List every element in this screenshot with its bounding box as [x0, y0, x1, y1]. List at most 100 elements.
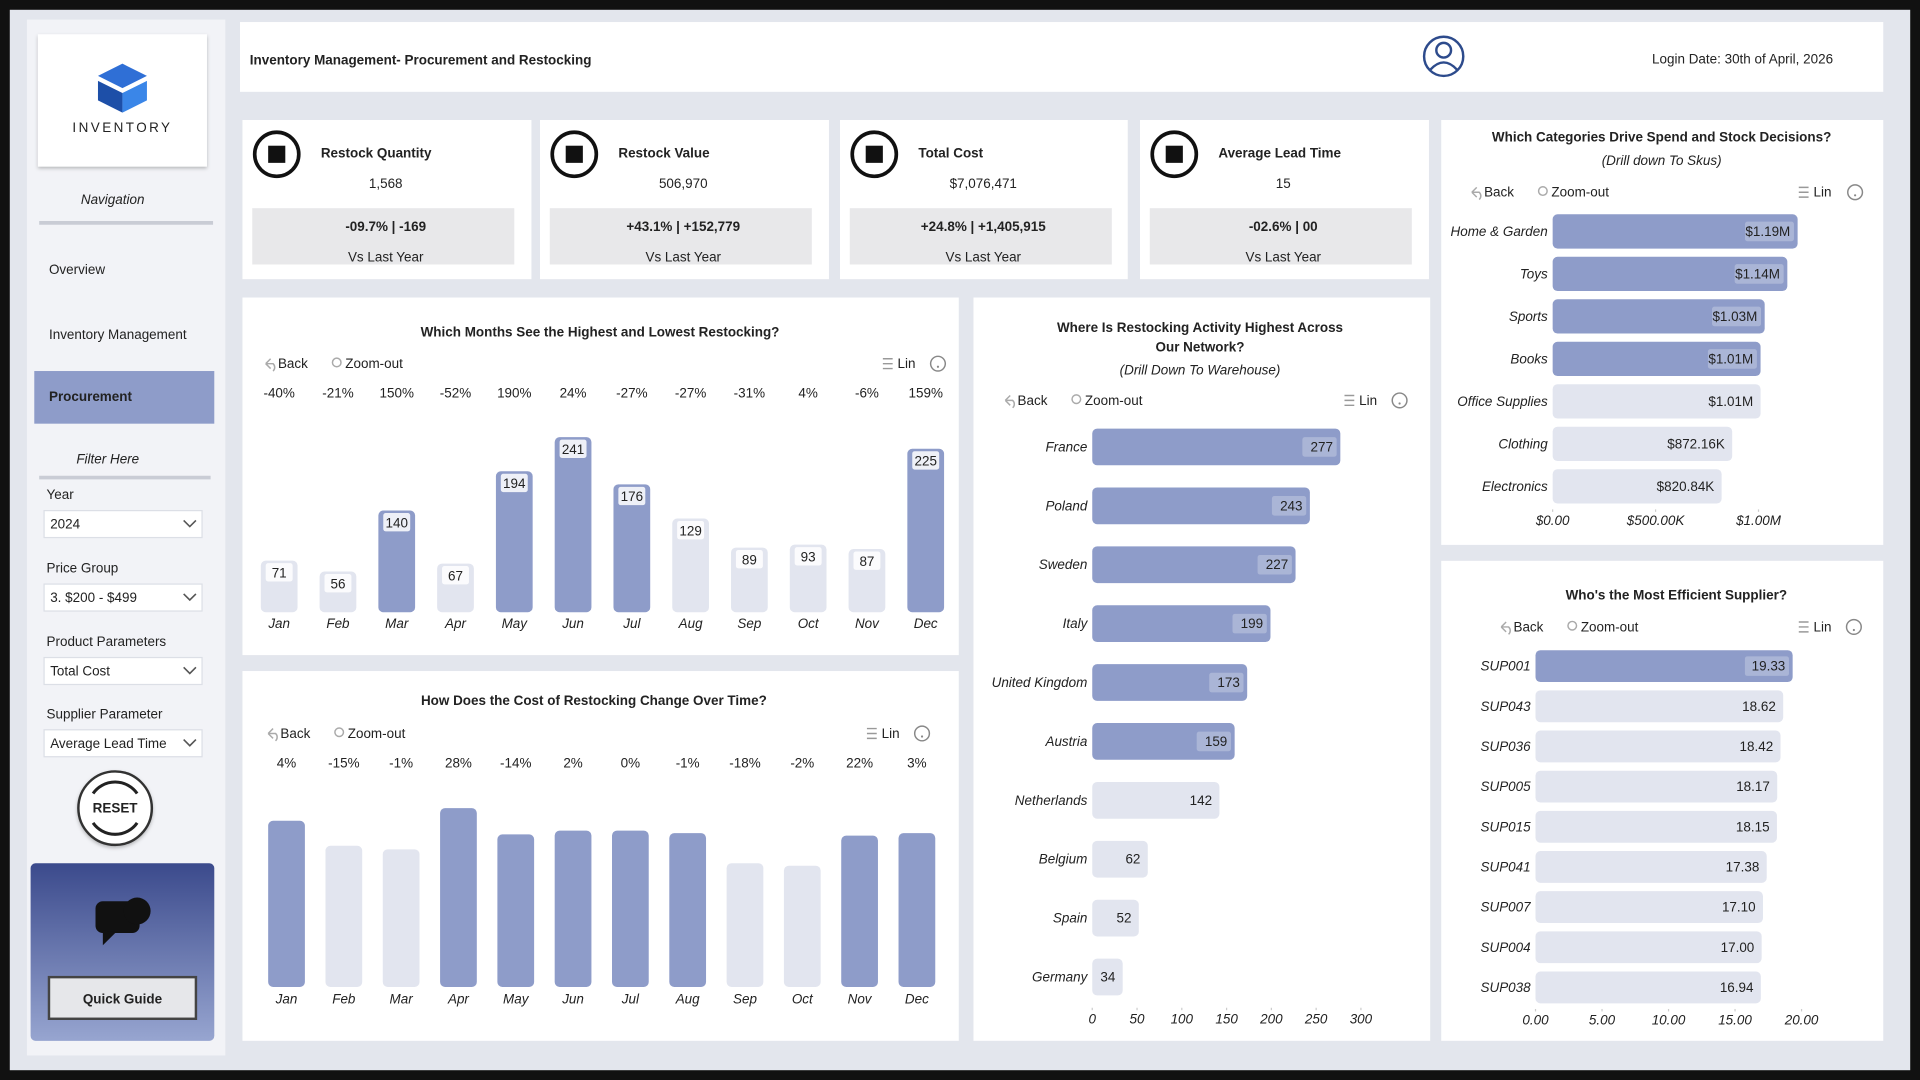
kpi-icon-core	[1165, 145, 1183, 163]
bar-label: 16.94	[1720, 980, 1754, 995]
nav-item[interactable]: Procurement	[49, 389, 133, 404]
quick-guide-button[interactable]	[47, 975, 198, 1020]
bar-label: 87	[859, 554, 874, 569]
y-tick-label: Office Supplies	[1457, 394, 1548, 409]
zoom-out-button[interactable]: Zoom-out	[345, 356, 403, 371]
change-label: 4%	[798, 386, 817, 401]
change-label: -1%	[389, 755, 413, 770]
kpi-change: -02.6% | 00	[1249, 219, 1318, 234]
kpi-value: 506,970	[659, 176, 708, 191]
chart-title: Which Categories Drive Spend and Stock D…	[1492, 130, 1831, 145]
change-label: 24%	[560, 386, 587, 401]
zoom-out-button[interactable]: Zoom-out	[1085, 393, 1143, 408]
bar-label: $1.03M	[1712, 309, 1757, 324]
linear-button[interactable]: Lin	[898, 356, 916, 371]
help-button[interactable]	[929, 355, 947, 372]
change-label: 22%	[846, 755, 873, 770]
list-icon[interactable]	[1798, 621, 1809, 633]
dropdown[interactable]	[43, 510, 203, 539]
nav-item[interactable]: Overview	[49, 262, 105, 277]
list-icon[interactable]	[1798, 186, 1809, 198]
dropdown[interactable]	[43, 729, 203, 758]
kpi-title: Average Lead Time	[1218, 146, 1341, 161]
back-button[interactable]: Back	[1018, 393, 1048, 408]
bar-label-box	[1302, 437, 1337, 457]
y-tick-label: Poland	[1045, 498, 1087, 513]
nav-item[interactable]: Inventory Management	[49, 327, 187, 342]
chart-title: Where Is Restocking Activity Highest Acr…	[1057, 319, 1343, 354]
linear-button[interactable]: Lin	[1813, 619, 1831, 634]
back-icon[interactable]	[1500, 621, 1511, 635]
bar-label: 277	[1311, 439, 1333, 454]
bar-label: 142	[1190, 793, 1212, 808]
back-button[interactable]: Back	[1484, 185, 1514, 200]
back-icon[interactable]	[265, 358, 276, 372]
help-button[interactable]	[1391, 392, 1408, 409]
dropdown-value: 3. $200 - $499	[50, 590, 137, 605]
x-tick-label: $0.00	[1535, 513, 1570, 528]
user-icon	[1422, 35, 1465, 78]
bar-label-box	[1744, 656, 1789, 676]
dropdown[interactable]	[43, 656, 203, 686]
y-tick-label: Toys	[1520, 266, 1548, 281]
linear-button[interactable]: Lin	[882, 726, 900, 741]
zoom-out-button[interactable]: Zoom-out	[1551, 185, 1609, 200]
bar-label: $1.01M	[1708, 351, 1753, 366]
help-button[interactable]	[1845, 618, 1862, 636]
help-button[interactable]	[1847, 184, 1864, 201]
x-tick-label: $500.00K	[1626, 513, 1686, 528]
back-button[interactable]: Back	[278, 356, 308, 371]
back-button[interactable]: Back	[280, 726, 310, 741]
change-label: 190%	[497, 386, 531, 401]
list-icon[interactable]	[882, 358, 893, 370]
bar	[841, 835, 878, 987]
y-tick-label: SUP007	[1481, 900, 1532, 915]
bar-label: 18.15	[1736, 819, 1770, 834]
nav-item-active[interactable]	[34, 371, 215, 424]
x-tick-label: 15.00	[1718, 1013, 1752, 1028]
x-tick-label: Jan	[275, 992, 298, 1007]
back-icon[interactable]	[1004, 394, 1015, 409]
x-tick-label: Jul	[621, 992, 640, 1007]
back-icon[interactable]	[1471, 186, 1482, 201]
kpi-value: 1,568	[369, 176, 403, 191]
y-tick-label: SUP001	[1481, 659, 1531, 674]
bar-label: 225	[914, 454, 936, 469]
bar	[1552, 469, 1722, 504]
y-tick-label: SUP015	[1481, 819, 1532, 834]
x-tick-label: Sep	[737, 616, 761, 631]
zoom-out-button[interactable]: Zoom-out	[1581, 619, 1639, 634]
linear-button[interactable]: Lin	[1359, 393, 1377, 408]
change-label: -15%	[328, 755, 359, 770]
y-tick-label: SUP004	[1481, 940, 1531, 955]
bar-label: 227	[1266, 557, 1288, 572]
bar	[378, 510, 416, 613]
zoom-icon[interactable]	[334, 727, 345, 738]
zoom-icon[interactable]	[331, 357, 342, 368]
kpi-change-box	[549, 208, 812, 265]
zoom-icon[interactable]	[1071, 394, 1082, 405]
quick-guide-label[interactable]: Quick Guide	[83, 992, 163, 1007]
bar-label-box	[1232, 613, 1267, 634]
list-icon[interactable]	[866, 727, 877, 740]
dropdown[interactable]	[43, 583, 203, 612]
bar-label: 67	[448, 568, 463, 583]
y-tick-label: Italy	[1063, 616, 1089, 631]
bar	[268, 820, 305, 987]
bar-label-box	[1734, 264, 1784, 284]
change-label: -1%	[676, 755, 700, 770]
zoom-out-button[interactable]: Zoom-out	[348, 726, 406, 741]
chart-panel	[242, 297, 959, 656]
list-icon[interactable]	[1344, 394, 1355, 407]
help-button[interactable]	[913, 725, 931, 742]
zoom-icon[interactable]	[1537, 186, 1548, 197]
bar-label-box	[1744, 221, 1794, 242]
dropdown-chevron	[183, 739, 197, 747]
zoom-icon[interactable]	[1567, 620, 1578, 631]
back-icon[interactable]	[267, 728, 278, 742]
back-button[interactable]: Back	[1513, 619, 1543, 634]
kpi-compare: Vs Last Year	[645, 250, 721, 265]
linear-button[interactable]: Lin	[1813, 185, 1831, 200]
dropdown-value: 2024	[50, 517, 80, 532]
